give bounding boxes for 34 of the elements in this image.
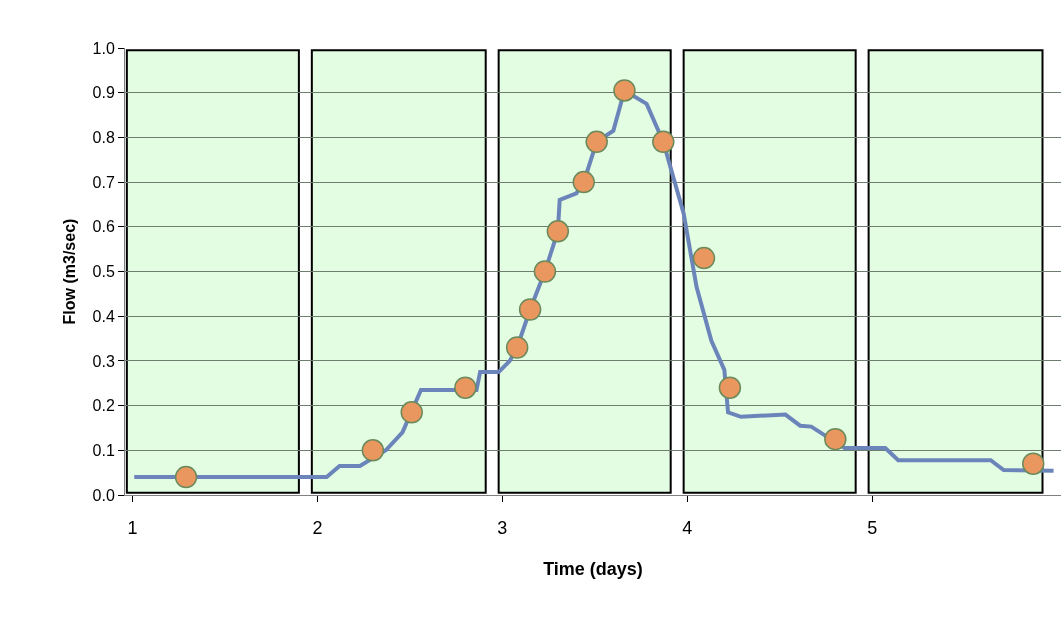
point	[361, 439, 385, 462]
y-tick-label: 0.7	[92, 173, 115, 191]
x-tick-label: 3	[497, 517, 508, 538]
x-tick-label: 1	[127, 517, 138, 538]
x-tick-label: 2	[312, 517, 323, 538]
point	[454, 376, 477, 399]
point	[692, 246, 716, 270]
point	[718, 376, 742, 399]
point	[505, 336, 529, 359]
x-tick-label: 5	[867, 517, 878, 538]
y-tick-label: 0.5	[92, 263, 115, 281]
point	[174, 465, 198, 489]
point	[400, 401, 423, 424]
y-tick-label: 0.4	[92, 307, 115, 325]
y-tick-label: 0.3	[92, 352, 115, 370]
y-tick-label: 0.0	[92, 486, 115, 504]
point	[546, 220, 570, 243]
point	[613, 79, 636, 102]
x-axis-title: Time (days)	[543, 558, 643, 579]
y-tick-label: 0.2	[92, 397, 115, 415]
y-tick-label: 0.1	[92, 441, 115, 459]
point	[1022, 452, 1045, 475]
point	[572, 170, 595, 194]
point	[824, 427, 847, 451]
y-tick-label: 0.6	[92, 218, 115, 236]
point	[585, 130, 608, 154]
point	[652, 130, 675, 154]
point	[533, 260, 557, 283]
y-tick-label: 0.9	[92, 84, 115, 102]
y-tick-label: 0.8	[92, 129, 115, 146]
y-axis-title: Flow (m3/sec)	[61, 218, 79, 325]
y-tick-label: 1.0	[92, 39, 115, 57]
x-tick-label: 4	[682, 517, 693, 538]
point	[518, 298, 542, 321]
